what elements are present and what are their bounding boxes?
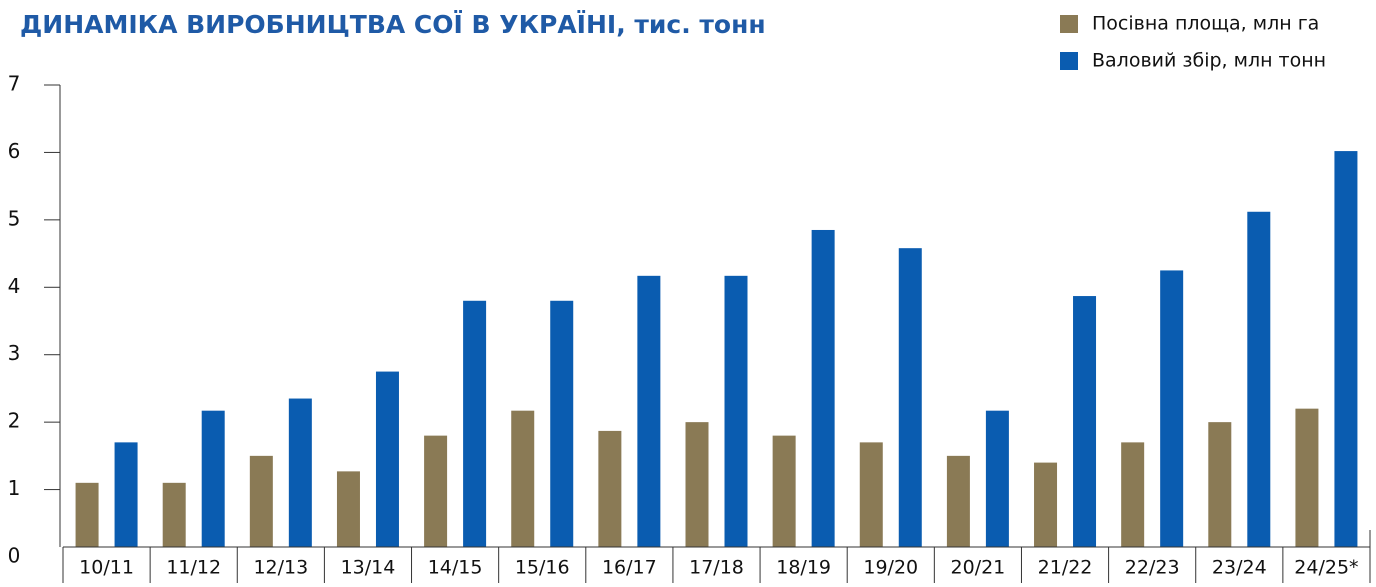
legend-swatch (1060, 15, 1078, 33)
x-tick-label: 14/15 (428, 557, 483, 579)
bar (1295, 408, 1319, 557)
bar (811, 229, 835, 557)
bar (637, 275, 661, 557)
bar (685, 422, 709, 557)
bar (1334, 151, 1358, 557)
bar (1121, 442, 1145, 557)
x-tick-label: 20/21 (951, 557, 1006, 579)
bar (859, 442, 883, 557)
bar (1034, 462, 1058, 557)
bar (75, 482, 99, 557)
x-tick-label: 11/12 (166, 557, 221, 579)
bar (162, 482, 186, 557)
bar (336, 471, 360, 557)
y-tick-label: 0 (8, 544, 21, 568)
y-tick-label: 2 (8, 409, 21, 433)
chart-title: ДИНАМІКА ВИРОБНИЦТВА СОЇ В УКРАЇНІ, тис.… (20, 9, 766, 39)
bar (985, 410, 1009, 557)
y-tick-label: 7 (8, 72, 21, 96)
x-tick-label: 23/24 (1212, 557, 1267, 579)
x-tick-label: 24/25* (1294, 557, 1358, 579)
bar (463, 300, 487, 557)
y-tick-label: 6 (8, 139, 21, 163)
legend-swatch (1060, 52, 1078, 70)
x-tick-label: 15/16 (515, 557, 570, 579)
bar (598, 430, 622, 557)
bar (114, 442, 138, 557)
y-tick-label: 5 (8, 206, 21, 230)
y-tick-label: 3 (8, 341, 21, 365)
x-tick-label: 19/20 (863, 557, 918, 579)
bar (288, 398, 312, 557)
bar (898, 248, 922, 558)
bar (772, 435, 796, 557)
bar (724, 275, 748, 557)
x-tick-label: 13/14 (341, 557, 396, 579)
x-tick-label: 10/11 (79, 557, 134, 579)
bar (249, 455, 273, 557)
bar (424, 435, 448, 557)
x-tick-label: 17/18 (689, 557, 744, 579)
bar (1247, 211, 1271, 557)
x-tick-label: 18/19 (776, 557, 831, 579)
bar (550, 300, 574, 557)
x-tick-label: 21/22 (1038, 557, 1093, 579)
bar (1160, 270, 1184, 557)
x-tick-label: 22/23 (1125, 557, 1180, 579)
legend-label: Посівна площа, млн га (1092, 13, 1319, 35)
bar (1073, 296, 1097, 557)
legend-label: Валовий збір, млн тонн (1092, 50, 1326, 72)
y-tick-label: 1 (8, 476, 21, 500)
bar (375, 371, 399, 557)
x-tick-label: 12/13 (253, 557, 308, 579)
y-tick-label: 4 (8, 274, 21, 298)
bar (1208, 422, 1232, 557)
category-row (63, 547, 1370, 583)
bar (201, 410, 225, 557)
bar (511, 410, 535, 557)
x-tick-label: 16/17 (602, 557, 657, 579)
bar (946, 455, 970, 557)
